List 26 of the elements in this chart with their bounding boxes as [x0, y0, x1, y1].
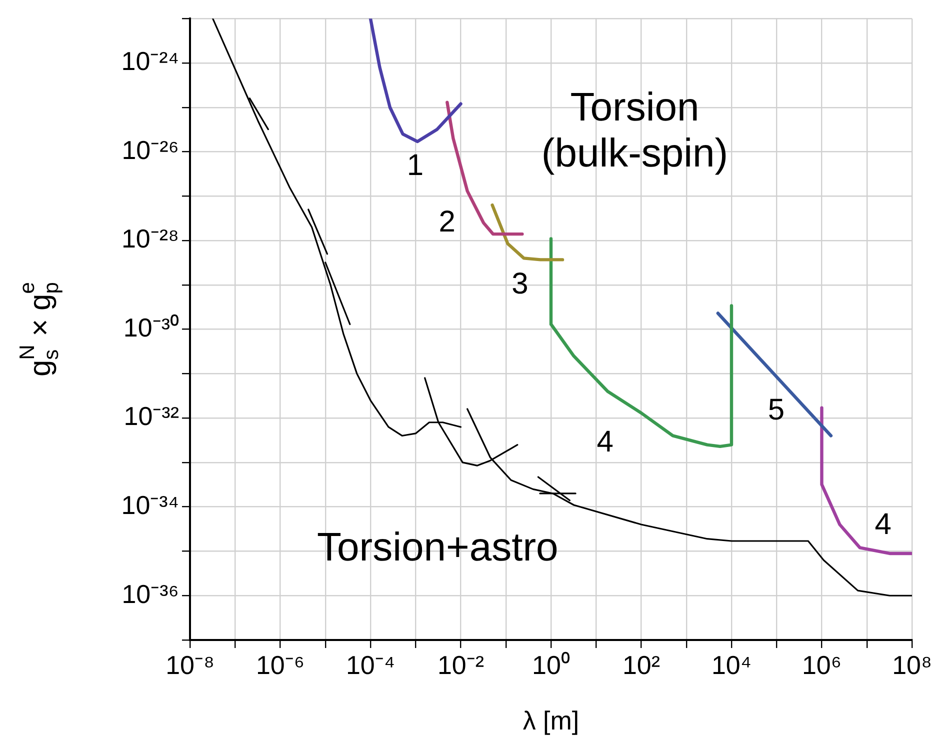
y-tick-label: 10⁻³⁴	[121, 490, 179, 520]
annotation: 1	[406, 148, 424, 182]
x-tick-label: 10⁰	[532, 650, 570, 680]
x-tick-label: 10⁴	[711, 650, 752, 680]
annotation: 3	[512, 267, 528, 300]
annotation: 5	[768, 394, 785, 427]
y-axis-title: gsN × gpe	[16, 282, 63, 376]
x-tick-label: 10⁻⁸	[166, 650, 214, 680]
x-tick-label: 10⁸	[892, 650, 932, 680]
x-tick-label: 10⁻⁴	[346, 650, 396, 680]
annotation: Torsion+astro	[317, 525, 558, 570]
y-tick-label: 10⁻³²	[124, 401, 180, 432]
y-tick-label: 10⁻³⁰	[123, 312, 179, 342]
annotation: 2	[438, 205, 456, 238]
annotation: 4	[596, 425, 614, 458]
x-tick-label: 10²	[622, 650, 660, 680]
annotation: 4	[874, 508, 892, 541]
x-tick-label: 10⁶	[802, 650, 842, 680]
x-tick-label: 10⁻⁶	[256, 650, 305, 680]
annotation: Torsion (bulk-spin)	[541, 85, 728, 176]
y-tick-label: 10⁻²⁸	[121, 224, 179, 254]
x-tick-label: 10⁻²	[437, 650, 484, 680]
x-axis-title: λ [m]	[522, 706, 580, 736]
y-tick-label: 10⁻³⁶	[122, 578, 179, 609]
y-tick-label: 10⁻²⁴	[121, 46, 179, 76]
y-tick-label: 10⁻²⁶	[122, 134, 179, 165]
